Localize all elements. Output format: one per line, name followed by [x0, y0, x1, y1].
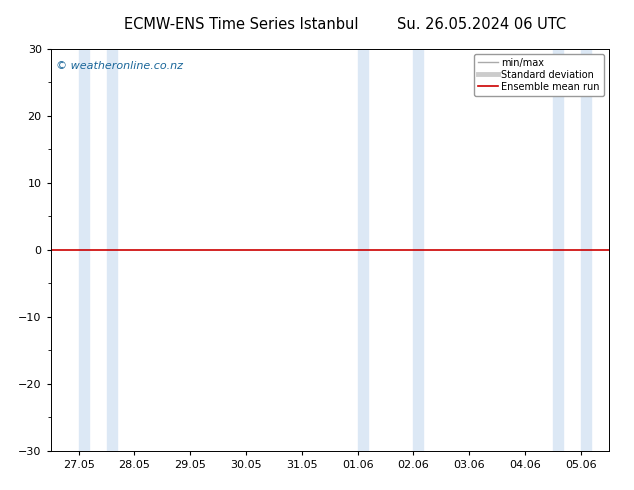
- Legend: min/max, Standard deviation, Ensemble mean run: min/max, Standard deviation, Ensemble me…: [474, 54, 604, 96]
- Bar: [358, 49, 368, 451]
- Text: Su. 26.05.2024 06 UTC: Su. 26.05.2024 06 UTC: [398, 17, 566, 32]
- Bar: [413, 49, 424, 451]
- Bar: [553, 49, 563, 451]
- Bar: [107, 49, 117, 451]
- Text: © weatheronline.co.nz: © weatheronline.co.nz: [56, 61, 183, 71]
- Text: ECMW-ENS Time Series Istanbul: ECMW-ENS Time Series Istanbul: [124, 17, 358, 32]
- Bar: [581, 49, 591, 451]
- Bar: [79, 49, 89, 451]
